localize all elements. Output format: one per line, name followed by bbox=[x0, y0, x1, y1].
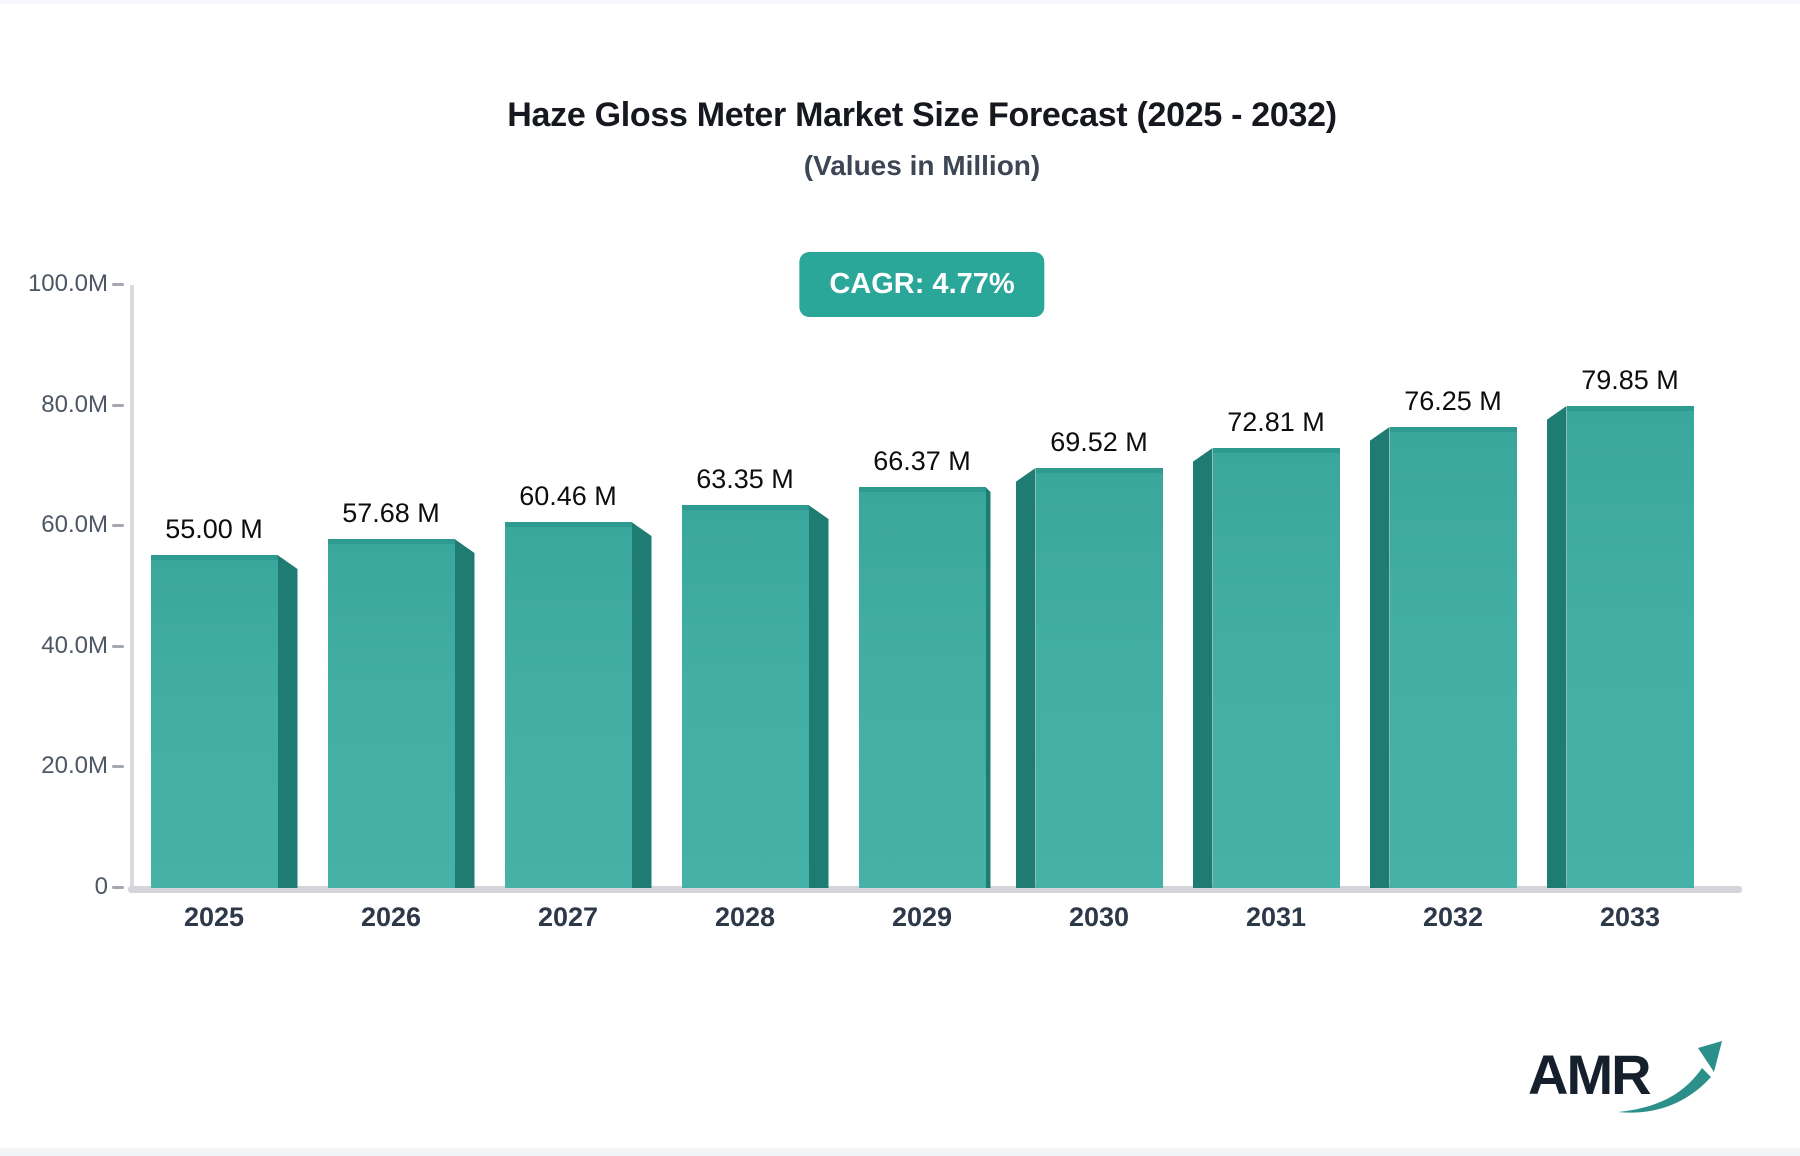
y-tick-mark bbox=[112, 765, 124, 769]
y-axis-line bbox=[130, 285, 134, 888]
chart-title: Haze Gloss Meter Market Size Forecast (2… bbox=[507, 96, 1337, 134]
y-tick-mark bbox=[112, 644, 124, 648]
x-axis-label-2027: 2027 bbox=[537, 902, 599, 932]
bar-value-label: 63.35 M bbox=[696, 464, 794, 494]
bar-side-face bbox=[1546, 406, 1567, 888]
x-axis-label-2025: 2025 bbox=[183, 902, 245, 932]
bar-2030 bbox=[1035, 468, 1163, 888]
bar-side-face bbox=[808, 505, 829, 888]
y-tick-label: 0 bbox=[94, 873, 108, 900]
y-tick-mark bbox=[112, 886, 124, 889]
y-tick-label: 20.0M bbox=[41, 752, 108, 780]
bar-value-label: 69.52 M bbox=[1050, 427, 1148, 457]
y-tick-label: 80.0M bbox=[41, 390, 108, 418]
bar-side-face bbox=[454, 539, 475, 888]
x-axis-line bbox=[128, 886, 1742, 893]
bar-2025 bbox=[150, 555, 278, 888]
x-axis-label-2033: 2033 bbox=[1599, 902, 1661, 932]
bar-value-label: 79.85 M bbox=[1581, 365, 1679, 395]
y-tick-mark bbox=[112, 524, 124, 528]
y-tick-mark bbox=[112, 283, 124, 286]
bar-side-face bbox=[1015, 468, 1036, 888]
bar-side-face bbox=[1192, 448, 1213, 888]
bar-2029 bbox=[858, 487, 986, 888]
bar-value-label: 66.37 M bbox=[873, 446, 971, 476]
growth-arrow-icon bbox=[1618, 1041, 1722, 1113]
bar-side-face bbox=[985, 487, 991, 888]
amr-logo: AMR bbox=[1528, 1032, 1728, 1122]
x-axis-label-2032: 2032 bbox=[1422, 902, 1484, 932]
bar-side-face bbox=[631, 522, 652, 888]
top-border-strip bbox=[0, 0, 1800, 4]
bar-value-label: 76.25 M bbox=[1404, 386, 1502, 416]
y-tick-label: 100.0M bbox=[27, 270, 108, 297]
x-axis-label-2030: 2030 bbox=[1068, 902, 1130, 932]
x-axis-label-2031: 2031 bbox=[1245, 902, 1307, 932]
bar-2032 bbox=[1389, 427, 1517, 888]
bar-2026 bbox=[327, 539, 455, 888]
x-axis-label-2029: 2029 bbox=[891, 902, 953, 932]
bar-2031 bbox=[1212, 448, 1340, 888]
bottom-border-strip bbox=[0, 1148, 1800, 1156]
bar-value-label: 72.81 M bbox=[1227, 407, 1325, 437]
bar-side-face bbox=[1369, 427, 1390, 888]
bar-value-label: 55.00 M bbox=[165, 514, 263, 544]
bar-value-label: 60.46 M bbox=[519, 481, 617, 511]
y-tick-label: 60.0M bbox=[41, 511, 108, 539]
amr-logo-text: AMR bbox=[1528, 1043, 1652, 1106]
y-tick-mark bbox=[112, 403, 124, 407]
cagr-badge: CAGR: 4.77% bbox=[799, 252, 1045, 317]
bar-2033 bbox=[1566, 406, 1694, 888]
bar-2027 bbox=[504, 522, 632, 888]
bar-side-face bbox=[277, 555, 298, 888]
bar-value-label: 57.68 M bbox=[342, 498, 440, 528]
x-axis-label-2026: 2026 bbox=[360, 902, 422, 932]
y-tick-label: 40.0M bbox=[41, 631, 108, 659]
x-axis-label-2028: 2028 bbox=[714, 902, 776, 932]
bar-2028 bbox=[681, 505, 809, 888]
chart-subtitle: (Values in Million) bbox=[803, 150, 1041, 181]
